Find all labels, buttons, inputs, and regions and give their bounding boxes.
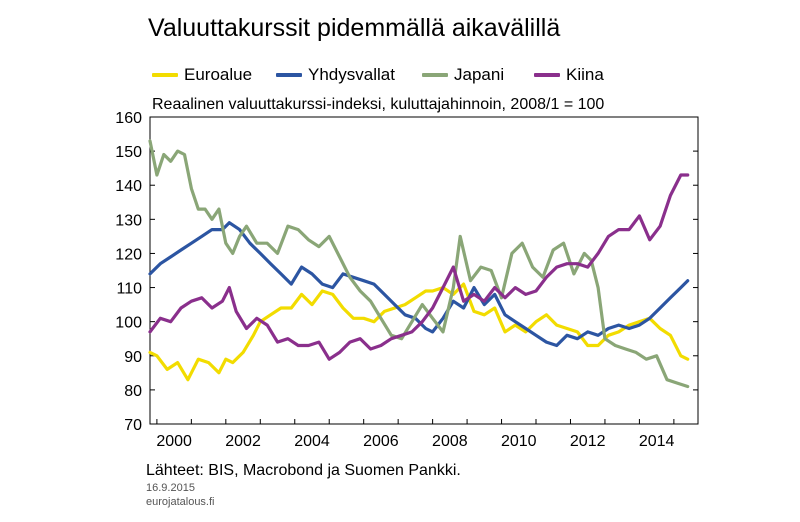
- x-tick-label: 2010: [501, 433, 537, 450]
- source-note: Lähteet: BIS, Macrobond ja Suomen Pankki…: [146, 462, 461, 479]
- chart-subtitle: Reaalinen valuuttakurssi-indeksi, kulutt…: [152, 96, 605, 113]
- x-tick-label: 2006: [363, 433, 399, 450]
- x-tick-label: 2014: [639, 433, 675, 450]
- y-tick-label: 70: [124, 417, 142, 434]
- y-tick-label: 110: [116, 281, 142, 298]
- x-tick-label: 2004: [294, 433, 330, 450]
- series-line-japani: [148, 139, 690, 389]
- legend-item-kiina: Kiina: [534, 64, 604, 86]
- legend-label-yhdysvallat: Yhdysvallat: [308, 65, 395, 84]
- x-tick-label: 2000: [156, 433, 192, 450]
- series-line-euroalue: [148, 282, 690, 382]
- y-tick-label: 130: [115, 212, 142, 229]
- legend-swatch-yhdysvallat: [276, 73, 302, 77]
- y-tick-label: 160: [115, 110, 142, 127]
- y-tick-label: 90: [124, 349, 142, 366]
- y-tick-label: 80: [124, 383, 142, 400]
- y-tick-label: 150: [115, 144, 142, 161]
- y-tick-label: 120: [115, 246, 142, 263]
- plot-frame: [149, 116, 699, 425]
- legend-item-euroalue: Euroalue: [152, 64, 252, 86]
- x-tick-label: 2012: [570, 433, 606, 450]
- x-tick-label: 2002: [225, 433, 261, 450]
- legend-swatch-kiina: [534, 73, 560, 77]
- site-name: eurojatalous.fi: [146, 496, 215, 508]
- legend-label-kiina: Kiina: [566, 65, 604, 84]
- series-line-kiina: [148, 173, 690, 361]
- legend: Euroalue Yhdysvallat Japani Kiina: [152, 64, 672, 86]
- legend-swatch-euroalue: [152, 73, 178, 77]
- legend-item-yhdysvallat: Yhdysvallat: [276, 64, 395, 86]
- legend-item-japani: Japani: [422, 64, 504, 86]
- legend-swatch-japani: [422, 73, 448, 77]
- legend-label-euroalue: Euroalue: [184, 65, 253, 84]
- y-tick-label: 100: [115, 315, 142, 332]
- publication-date: 16.9.2015: [146, 482, 195, 494]
- legend-label-japani: Japani: [454, 65, 505, 84]
- x-tick-label: 2008: [432, 433, 468, 450]
- chart-title: Valuuttakurssit pidemmällä aikavälillä: [148, 14, 561, 42]
- y-tick-label: 140: [115, 178, 142, 195]
